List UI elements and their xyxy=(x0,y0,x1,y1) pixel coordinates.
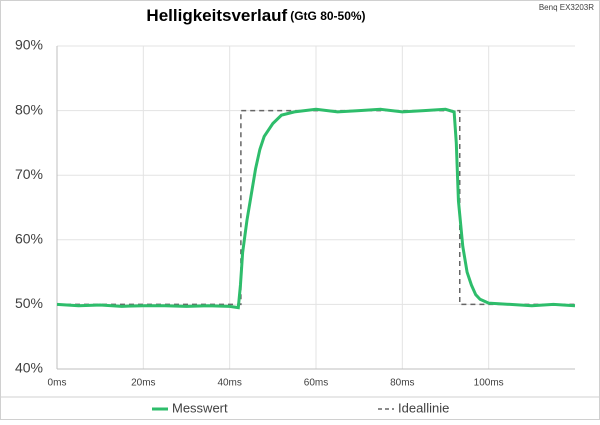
x-tick-label: 0ms xyxy=(48,378,67,389)
y-tick-label: 70% xyxy=(15,166,43,182)
x-tick-label: 60ms xyxy=(304,378,328,389)
annotation: Benq EX3203R xyxy=(539,3,594,12)
legend-label: Messwert xyxy=(172,400,228,415)
series-line xyxy=(56,107,576,310)
x-tick-label: 20ms xyxy=(131,378,155,389)
chart-title: Helligkeitsverlauf (GtG 80-50%) xyxy=(146,6,365,25)
y-tick-label: 40% xyxy=(15,360,43,376)
y-tick-label: 50% xyxy=(15,295,43,311)
y-tick-label: 60% xyxy=(15,231,43,247)
title: Helligkeitsverlauf xyxy=(146,6,287,25)
x-tick-label: 80ms xyxy=(390,378,414,389)
x-tick-label: 40ms xyxy=(217,378,241,389)
y-tick-label: 80% xyxy=(15,101,43,117)
legend-label: Ideallinie xyxy=(398,400,449,415)
y-tick-label: 90% xyxy=(15,37,43,53)
x-tick-label: 100ms xyxy=(474,378,504,389)
subtitle: (GtG 80-50%) xyxy=(290,9,365,23)
